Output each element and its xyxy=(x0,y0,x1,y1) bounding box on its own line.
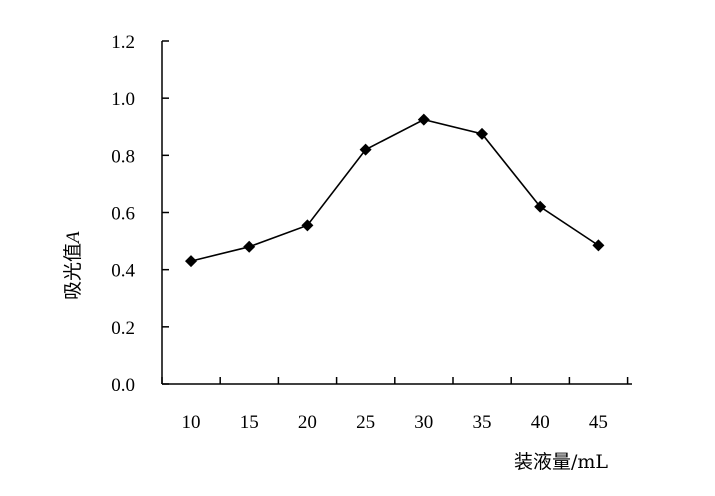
axes xyxy=(161,41,632,385)
data-point-marker xyxy=(592,239,605,252)
y-axis-title-text: 吸光值 xyxy=(62,243,84,300)
x-tick-label: 15 xyxy=(240,412,259,433)
x-tick-label: 30 xyxy=(414,412,433,433)
y-tick-label: 0.0 xyxy=(111,375,135,396)
y-tick-label: 0.6 xyxy=(111,204,135,225)
data-point-marker xyxy=(243,240,256,253)
y-tick-label: 1.0 xyxy=(111,89,135,110)
data-point-marker xyxy=(359,143,372,156)
x-tick-label: 10 xyxy=(182,412,201,433)
y-tick-label: 0.8 xyxy=(111,146,135,167)
x-tick-label: 40 xyxy=(531,412,550,433)
x-tick-label: 35 xyxy=(473,412,492,433)
y-axis-title-symbol: A xyxy=(63,231,84,245)
data-point-marker xyxy=(417,113,430,126)
data-point-marker xyxy=(476,127,488,140)
x-tick-label: 45 xyxy=(589,412,608,433)
x-tick-label: 25 xyxy=(356,412,375,433)
y-tick-label: 1.2 xyxy=(111,32,135,53)
y-axis-title: 吸光值A xyxy=(62,231,84,300)
series-layer xyxy=(185,113,605,268)
data-point-marker xyxy=(185,255,197,268)
x-axis-title: 装液量/mL xyxy=(514,451,608,473)
data-point-marker xyxy=(301,219,314,232)
x-tick-label: 20 xyxy=(298,412,317,433)
data-point-marker xyxy=(534,200,547,213)
y-tick-label: 0.2 xyxy=(111,318,135,339)
y-ticks: 0.0 0.2 0.4 0.6 0.8 1.0 1.2 xyxy=(111,32,169,396)
y-tick-label: 0.4 xyxy=(111,261,135,282)
x-ticks: 10 15 20 25 30 35 40 45 xyxy=(161,377,629,433)
series-line xyxy=(190,118,599,262)
svg-text:吸光值A: 吸光值A xyxy=(62,231,84,300)
